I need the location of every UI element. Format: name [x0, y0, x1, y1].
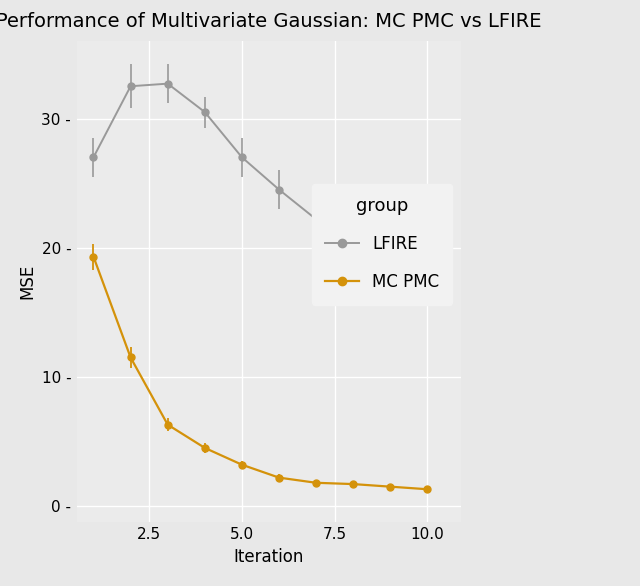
Legend: LFIRE, MC PMC: LFIRE, MC PMC: [312, 184, 452, 305]
X-axis label: Iteration: Iteration: [234, 548, 304, 565]
Title: Performance of Multivariate Gaussian: MC PMC vs LFIRE: Performance of Multivariate Gaussian: MC…: [0, 12, 541, 31]
Y-axis label: MSE: MSE: [18, 264, 36, 299]
